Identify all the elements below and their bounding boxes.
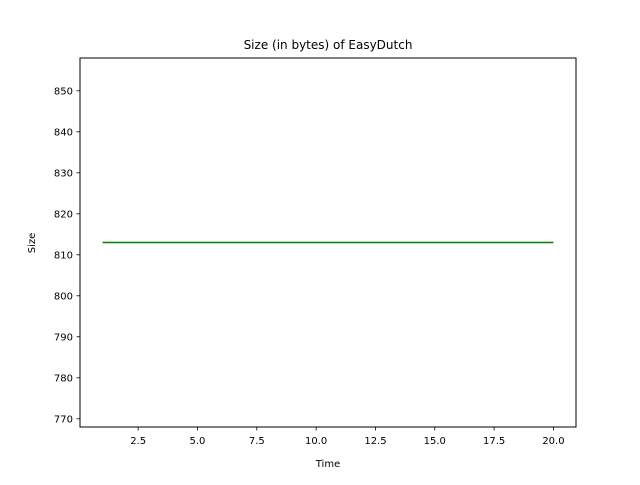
y-tick-label: 780 — [54, 373, 73, 384]
y-tick-label: 770 — [54, 414, 73, 425]
y-tick-label: 850 — [54, 86, 73, 97]
y-tick-label: 810 — [54, 250, 73, 261]
y-tick-label: 840 — [54, 127, 73, 138]
y-tick-label: 820 — [54, 209, 73, 220]
x-tick-label: 10.0 — [305, 436, 327, 447]
y-axis: 770 780 790 800 810 820 830 840 850 — [54, 86, 80, 425]
y-tick-label: 830 — [54, 168, 73, 179]
y-tick-label: 790 — [54, 332, 73, 343]
x-tick-label: 20.0 — [542, 436, 564, 447]
y-tick-label: 800 — [54, 291, 73, 302]
x-axis-label: Time — [315, 459, 340, 470]
x-tick-label: 17.5 — [483, 436, 505, 447]
x-tick-label: 7.5 — [249, 436, 265, 447]
y-axis-label: Size — [27, 233, 38, 254]
x-tick-label: 5.0 — [190, 436, 206, 447]
chart-title: Size (in bytes) of EasyDutch — [244, 38, 413, 52]
x-tick-label: 15.0 — [424, 436, 446, 447]
plot-frame — [79, 57, 577, 428]
x-tick-label: 2.5 — [130, 436, 146, 447]
x-axis: 2.5 5.0 7.5 10.0 12.5 15.0 17.5 20.0 — [130, 427, 565, 447]
x-tick-label: 12.5 — [364, 436, 386, 447]
